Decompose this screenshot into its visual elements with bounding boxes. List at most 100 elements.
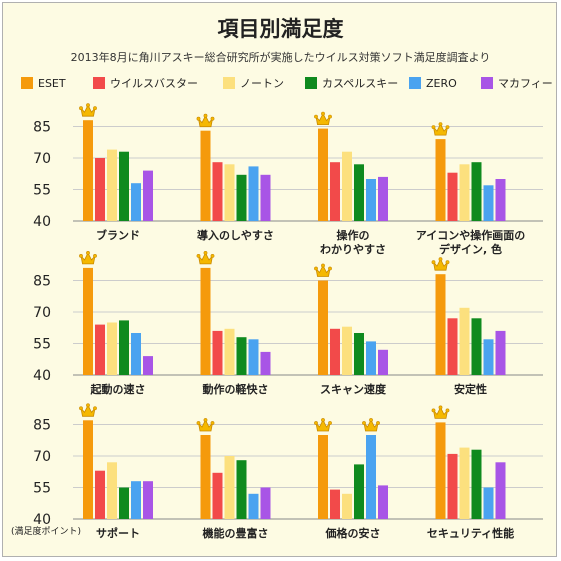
crown-jewel bbox=[369, 418, 373, 422]
legend-label: カスペルスキー bbox=[322, 77, 399, 90]
crown-jewel bbox=[210, 421, 215, 425]
crown-jewel bbox=[321, 111, 325, 116]
crown-jewel bbox=[203, 418, 208, 422]
bar bbox=[354, 333, 364, 375]
bar bbox=[459, 307, 470, 375]
legend-swatch bbox=[409, 77, 421, 89]
crown-jewel bbox=[203, 250, 208, 255]
crown-icon bbox=[362, 418, 380, 432]
bar bbox=[260, 174, 271, 221]
crown-jewel bbox=[203, 113, 208, 118]
chart-subtitle: 2013年8月に角川アスキー総合研究所が実施したウイルス対策ソフト満足度調査より bbox=[70, 51, 491, 64]
legend-label: マカフィー bbox=[498, 77, 553, 90]
crown-body bbox=[432, 123, 449, 136]
bar bbox=[119, 320, 129, 375]
bar bbox=[447, 172, 458, 221]
crown-jewel bbox=[438, 122, 443, 127]
crown-body bbox=[80, 104, 96, 117]
y-tick-label: 55 bbox=[33, 481, 51, 497]
bar bbox=[459, 164, 470, 221]
y-tick-label: 70 bbox=[33, 151, 51, 167]
crown-jewel bbox=[431, 260, 436, 265]
crown-icon bbox=[79, 403, 97, 417]
legend-label: ノートン bbox=[240, 77, 284, 90]
crown-jewel bbox=[321, 263, 325, 268]
crown-body bbox=[363, 419, 379, 432]
category-label: 起動の速さ bbox=[90, 382, 146, 396]
bar bbox=[495, 330, 506, 375]
crown-jewel bbox=[79, 106, 83, 111]
crown-jewel bbox=[328, 114, 332, 119]
bar bbox=[495, 462, 506, 519]
bar bbox=[83, 420, 93, 519]
legend-item: ZERO bbox=[409, 75, 457, 91]
bar bbox=[447, 453, 458, 519]
legend-label: ZERO bbox=[426, 76, 457, 90]
bar bbox=[260, 487, 271, 519]
category-label: ブランド bbox=[96, 228, 140, 242]
bar bbox=[131, 333, 141, 375]
bar bbox=[119, 487, 129, 519]
crown-jewel bbox=[321, 418, 325, 422]
y-tick-label: 40 bbox=[33, 368, 51, 384]
category-label: 導入のしやすさ bbox=[197, 228, 274, 242]
crown-body bbox=[432, 258, 449, 271]
bar bbox=[236, 460, 247, 519]
bar bbox=[330, 489, 340, 519]
bar bbox=[330, 328, 340, 375]
category-label: 安定性 bbox=[454, 382, 487, 396]
bar bbox=[483, 185, 494, 221]
category-label: スキャン速度 bbox=[320, 382, 387, 396]
bar bbox=[342, 326, 352, 375]
bar bbox=[95, 158, 105, 221]
bar bbox=[200, 267, 211, 375]
legend-item: カスペルスキー bbox=[305, 75, 398, 91]
bar bbox=[248, 166, 259, 221]
crown-jewel bbox=[328, 266, 332, 271]
crown-icon bbox=[431, 405, 450, 419]
crown-icon bbox=[314, 263, 332, 277]
crown-icon bbox=[431, 122, 450, 136]
y-tick-label: 55 bbox=[33, 183, 51, 199]
y-tick-label: 70 bbox=[33, 449, 51, 465]
bar bbox=[495, 179, 506, 221]
crown-jewel bbox=[445, 125, 450, 130]
legend-swatch bbox=[21, 77, 33, 89]
bar bbox=[248, 339, 259, 375]
y-tick-label: 40 bbox=[33, 512, 51, 528]
y-tick-label: 40 bbox=[33, 214, 51, 230]
crown-body bbox=[197, 419, 214, 432]
legend-swatch bbox=[481, 77, 493, 89]
bar bbox=[471, 162, 482, 221]
crown-jewel bbox=[93, 253, 97, 258]
bar bbox=[107, 149, 117, 221]
bar bbox=[236, 174, 247, 221]
bar bbox=[366, 341, 376, 375]
crown-body bbox=[315, 264, 331, 277]
crown-jewel bbox=[376, 421, 380, 425]
category-label: サポート bbox=[96, 526, 140, 540]
bar bbox=[212, 162, 223, 221]
crown-jewel bbox=[314, 421, 318, 425]
category-label: 操作の bbox=[337, 228, 370, 242]
bar bbox=[342, 493, 352, 519]
crown-body bbox=[80, 404, 96, 417]
y-tick-label: 85 bbox=[33, 274, 51, 290]
legend-swatch bbox=[305, 77, 317, 89]
bar bbox=[447, 318, 458, 375]
bar bbox=[200, 130, 211, 221]
crown-body bbox=[315, 112, 331, 125]
chart-title: 項目別満足度 bbox=[217, 17, 344, 41]
bar bbox=[318, 128, 328, 221]
legend-swatch bbox=[223, 77, 235, 89]
crown-icon bbox=[196, 418, 215, 432]
y-tick-label: 85 bbox=[33, 120, 51, 136]
bar bbox=[483, 339, 494, 375]
y-tick-label: 85 bbox=[33, 418, 51, 434]
bar bbox=[95, 470, 105, 519]
bar bbox=[354, 164, 364, 221]
bar bbox=[366, 435, 376, 519]
category-label: 動作の軽快さ bbox=[203, 382, 269, 396]
bar bbox=[318, 435, 328, 519]
category-label: 機能の豊富さ bbox=[203, 526, 269, 540]
